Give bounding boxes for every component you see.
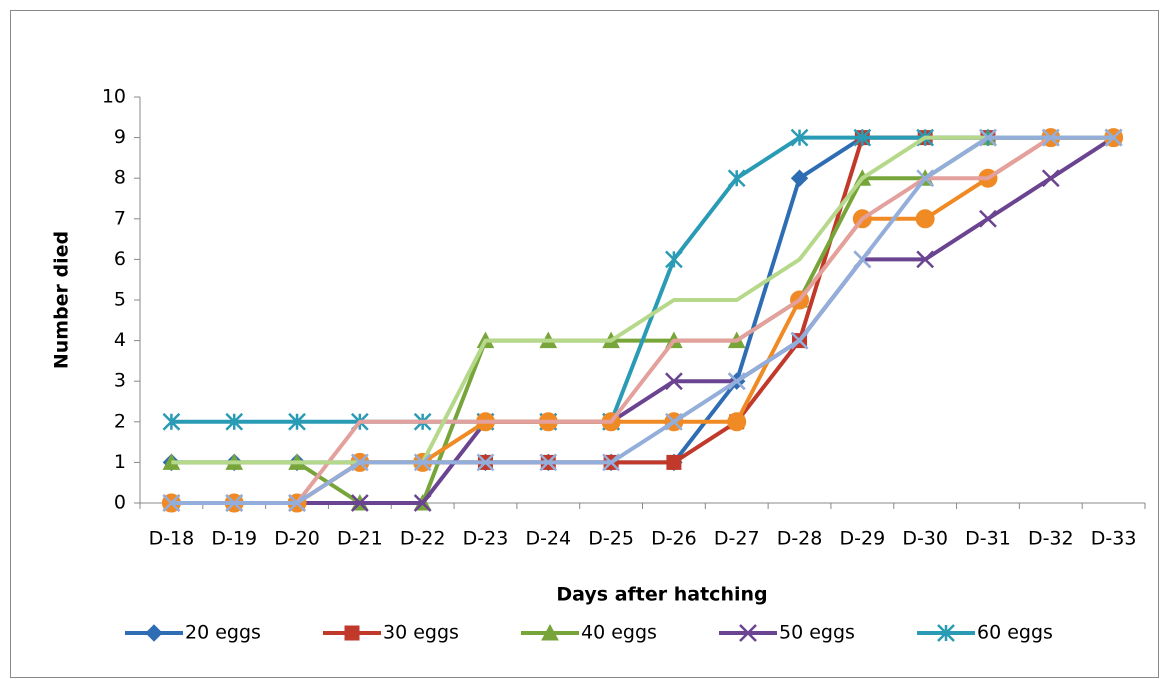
series-line — [171, 135, 1115, 505]
marker — [979, 209, 997, 228]
legend-label: 30 eggs — [383, 622, 459, 644]
marker — [937, 624, 955, 642]
y-tick-label: 1 — [114, 451, 126, 473]
y-tick-label: 10 — [102, 86, 126, 108]
marker — [225, 494, 244, 512]
marker — [1104, 128, 1123, 147]
y-tick-label: 5 — [114, 289, 126, 311]
x-tick-label: D-28 — [777, 528, 823, 550]
x-tick-label: D-29 — [840, 528, 886, 550]
x-tick-label: D-30 — [902, 528, 948, 550]
marker — [413, 453, 432, 472]
marker — [1041, 169, 1060, 188]
legend-label: 40 eggs — [581, 622, 657, 644]
marker — [162, 494, 181, 512]
y-axis-title: Number died — [51, 231, 73, 369]
marker — [539, 453, 558, 472]
legend-label: 50 eggs — [779, 622, 855, 644]
marker — [350, 494, 369, 512]
x-tick-label: D-24 — [525, 528, 571, 550]
marker — [1041, 128, 1060, 147]
marker — [665, 372, 683, 391]
x-axis-title: Days after hatching — [556, 584, 767, 606]
x-tick-label: D-20 — [274, 528, 320, 550]
marker — [727, 372, 746, 391]
y-tick-label: 3 — [114, 370, 126, 392]
y-tick-label: 8 — [114, 167, 126, 189]
y-tick-label: 4 — [114, 329, 126, 351]
marker — [288, 494, 306, 512]
x-tick-label: D-19 — [211, 528, 257, 550]
marker — [665, 250, 683, 269]
chart-border — [10, 10, 1159, 678]
marker — [979, 128, 997, 147]
marker — [853, 128, 872, 147]
series-line — [171, 135, 1114, 505]
marker — [739, 624, 757, 642]
series-line — [171, 135, 1114, 465]
x-tick-label: D-33 — [1091, 528, 1137, 550]
marker — [665, 412, 683, 431]
x-tick-label: D-31 — [965, 528, 1011, 550]
marker — [476, 453, 495, 472]
marker — [666, 454, 682, 470]
x-tick-label: D-22 — [400, 528, 446, 550]
x-tick-label: D-18 — [149, 528, 195, 550]
marker — [790, 169, 809, 187]
x-tick-label: D-26 — [651, 528, 697, 550]
marker — [853, 250, 872, 269]
marker — [727, 412, 747, 432]
marker — [790, 331, 809, 350]
x-tick-label: D-25 — [588, 528, 634, 550]
marker — [225, 412, 244, 431]
legend-label: 60 eggs — [977, 622, 1053, 644]
marker — [162, 412, 181, 431]
x-tick-label: D-23 — [463, 528, 509, 550]
marker — [916, 250, 935, 269]
marker — [727, 169, 746, 188]
marker — [145, 624, 163, 642]
y-tick-label: 6 — [114, 248, 126, 270]
marker — [344, 625, 360, 641]
marker — [350, 453, 369, 472]
marker — [916, 169, 935, 188]
marker — [915, 209, 935, 229]
marker — [413, 494, 432, 512]
marker — [541, 623, 559, 641]
y-tick-label: 9 — [114, 126, 126, 148]
marker — [790, 128, 809, 147]
legend-label: 20 eggs — [185, 622, 261, 644]
x-tick-label: D-32 — [1028, 528, 1074, 550]
y-tick-label: 2 — [114, 410, 126, 432]
x-tick-label: D-27 — [714, 528, 760, 550]
y-tick-label: 7 — [114, 207, 126, 229]
x-tick-label: D-21 — [337, 528, 383, 550]
marker — [288, 412, 306, 431]
marker — [602, 453, 620, 472]
y-tick-label: 0 — [114, 492, 126, 514]
